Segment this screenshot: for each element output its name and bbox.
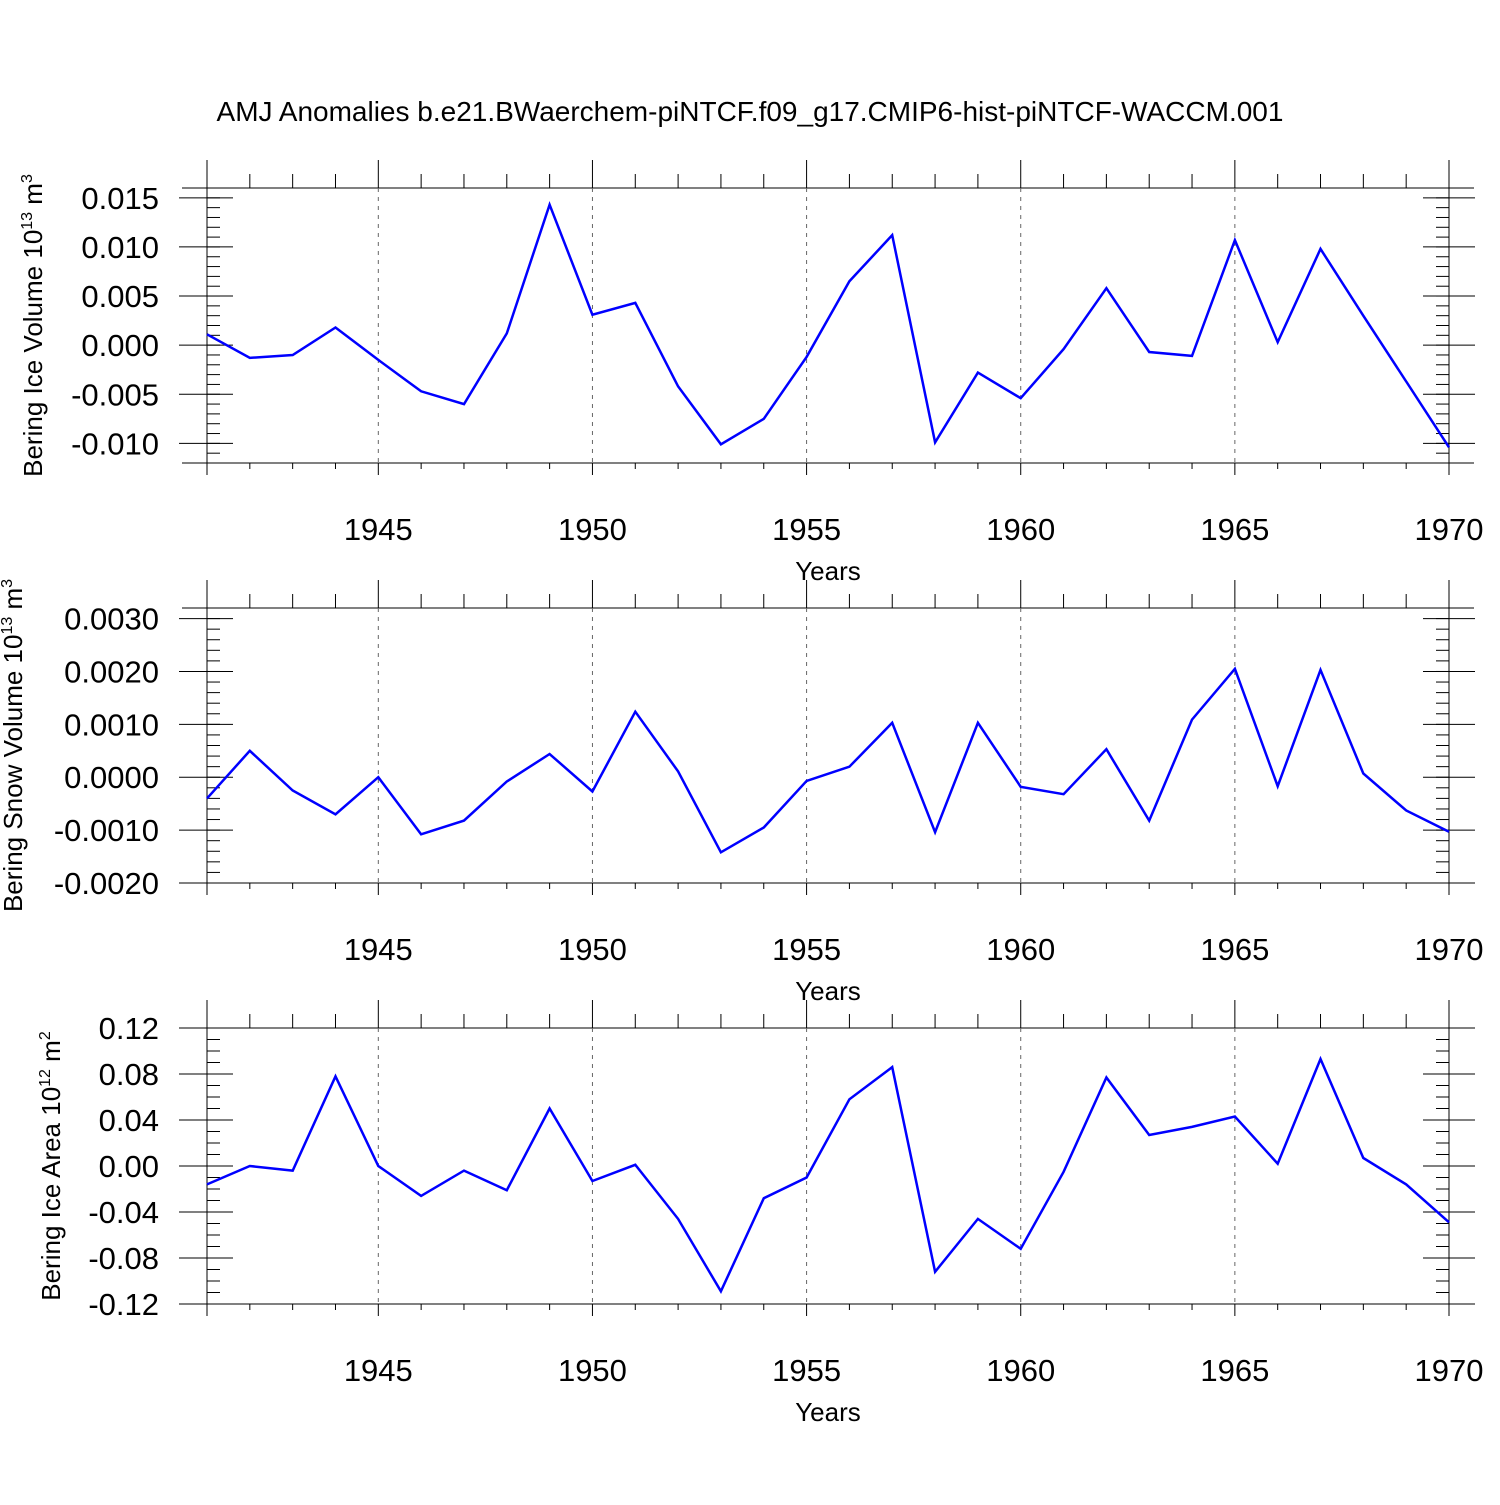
y-axis-title-unit: m (18, 183, 48, 212)
y-tick-label: 0.010 (81, 230, 159, 265)
x-tick-label: 1950 (558, 932, 627, 967)
y-axis-title: Bering Ice Volume 1013 m3 (18, 174, 48, 477)
y-tick-label: 0.005 (81, 279, 159, 314)
series-line (207, 1059, 1449, 1291)
chart-panel-2: 1945 1950 1955 1960 1965 1970 -0.0020 -0.0010 0.… (0, 579, 1483, 1006)
y-tick-label: -0.0010 (54, 813, 159, 848)
y-tick-label: -0.0020 (54, 866, 159, 901)
chart-title: AMJ Anomalies b.e21.BWaerchem-piNTCF.f09… (0, 96, 1500, 128)
y-tick-label: 0.000 (81, 328, 159, 363)
x-tick-label: 1950 (558, 1353, 627, 1388)
y-tick-label: 0.12 (99, 1011, 159, 1046)
y-axis-title-exponent: 12 (37, 1069, 54, 1087)
y-axis-title-unit-exponent: 3 (0, 579, 16, 588)
x-tick-label: 1970 (1415, 512, 1484, 547)
y-tick-label: 0.0030 (64, 602, 159, 637)
y-axis-title-exponent: 13 (19, 212, 36, 230)
x-tick-label: 1955 (772, 932, 841, 967)
x-tick-label: 1965 (1200, 932, 1269, 967)
x-tick-label: 1970 (1415, 932, 1484, 967)
x-tick-label: 1970 (1415, 1353, 1484, 1388)
chart-panel-1: 1945 1950 1955 1960 1965 1970 -0.010 -0.005 0.00… (18, 160, 1483, 586)
x-tick-label: 1945 (344, 512, 413, 547)
y-tick-label: -0.005 (71, 377, 159, 412)
series-line (207, 669, 1449, 853)
y-tick-label: -0.04 (88, 1195, 159, 1230)
x-axis-title: Years (795, 976, 861, 1006)
y-axis-title-unit-exponent: 3 (19, 174, 36, 183)
y-axis-title: Bering Snow Volume 1013 m3 (0, 579, 28, 912)
x-tick-label: 1960 (986, 512, 1055, 547)
x-tick-label: 1955 (772, 512, 841, 547)
y-axis-title-exponent: 13 (0, 617, 16, 635)
x-tick-label: 1950 (558, 512, 627, 547)
y-tick-label: -0.12 (88, 1287, 159, 1322)
y-tick-label: 0.0000 (64, 760, 159, 795)
y-tick-label: 0.04 (99, 1103, 159, 1138)
y-tick-label: 0.08 (99, 1057, 159, 1092)
x-axis-title: Years (795, 556, 861, 586)
x-tick-label: 1965 (1200, 512, 1269, 547)
y-tick-label: 0.0020 (64, 654, 159, 689)
y-axis-title-main: Bering Ice Area 10 (36, 1087, 66, 1301)
y-axis-title-unit: m (0, 588, 28, 617)
x-tick-label: 1955 (772, 1353, 841, 1388)
x-tick-label: 1945 (344, 1353, 413, 1388)
x-axis-title: Years (795, 1397, 861, 1427)
y-tick-label: -0.08 (88, 1241, 159, 1276)
y-axis-title-unit-exponent: 2 (37, 1031, 54, 1040)
x-tick-label: 1960 (986, 932, 1055, 967)
y-axis-title-unit: m (36, 1040, 66, 1069)
series-line (207, 205, 1449, 448)
y-axis-title-main: Bering Ice Volume 10 (18, 230, 48, 477)
x-tick-label: 1965 (1200, 1353, 1269, 1388)
y-tick-label: 0.015 (81, 181, 159, 216)
y-tick-label: 0.00 (99, 1149, 159, 1184)
y-axis-title: Bering Ice Area 1012 m2 (36, 1031, 66, 1301)
x-tick-label: 1960 (986, 1353, 1055, 1388)
x-tick-label: 1945 (344, 932, 413, 967)
y-tick-label: 0.0010 (64, 707, 159, 742)
y-tick-label: -0.010 (71, 426, 159, 461)
chart-panel-3: 1945 1950 1955 1960 1965 1970 -0.12 -0.08 -0.04 0… (36, 1000, 1483, 1427)
y-axis-title-main: Bering Snow Volume 10 (0, 635, 28, 913)
